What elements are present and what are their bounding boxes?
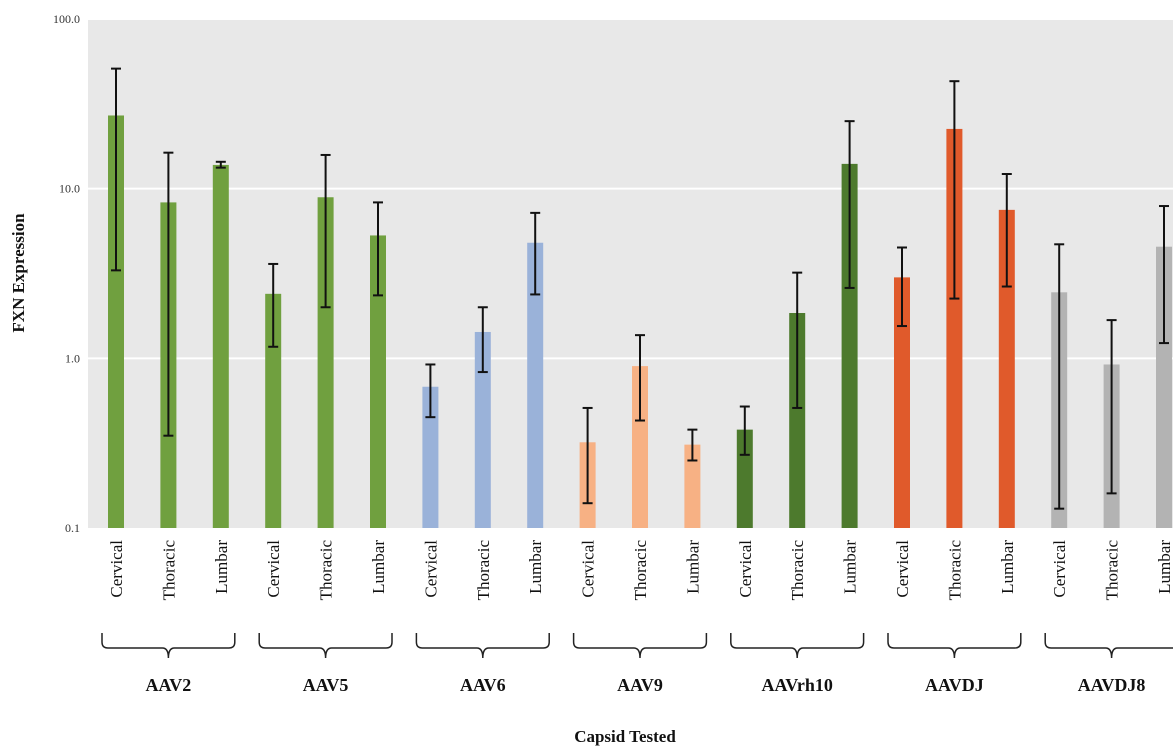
x-axis-title: Capsid Tested xyxy=(574,727,676,746)
error-bar xyxy=(530,211,541,296)
group-brackets: AAV2 AAV5 AAV6 AAV9 AAVrh10 AAVDJ AAVDJ8 xyxy=(101,633,1173,695)
error-bar xyxy=(320,153,331,309)
x-category-label: Cervical xyxy=(264,540,283,598)
bar-aavdj-thoracic xyxy=(946,128,963,529)
group-bracket xyxy=(887,633,1022,659)
y-axis-ticks: 0.1 1.0 10.0 100.0 xyxy=(53,12,80,535)
bar-aavdj-cervical xyxy=(894,277,910,528)
x-category-label: Thoracic xyxy=(159,540,178,601)
x-category-label: Cervical xyxy=(736,540,755,598)
error-bar xyxy=(844,120,855,289)
error-bar xyxy=(477,306,488,374)
group-label-aavdj: AAVDJ xyxy=(925,675,984,695)
bar-aav9-thoracic xyxy=(632,366,648,528)
x-category-label: Thoracic xyxy=(1103,540,1122,601)
x-category-label: Lumbar xyxy=(683,540,702,594)
error-bar xyxy=(897,246,907,328)
x-category-label: Cervical xyxy=(579,540,598,598)
x-category-label: Thoracic xyxy=(788,540,807,601)
group-label-aav5: AAV5 xyxy=(303,675,349,695)
bar-aav2-lumbar xyxy=(212,164,229,529)
y-tick-label: 100.0 xyxy=(53,12,80,26)
x-category-label: Cervical xyxy=(421,540,440,598)
group-label-aavrh10: AAVrh10 xyxy=(762,675,833,695)
error-bar xyxy=(949,80,960,300)
bar-aav6-cervical xyxy=(422,386,439,528)
group-bracket xyxy=(101,633,236,659)
y-tick-label: 1.0 xyxy=(65,351,80,365)
bar-aavrh10-lumbar xyxy=(841,163,858,529)
bar-aav5-thoracic xyxy=(317,197,334,529)
bar-aav6-thoracic xyxy=(474,331,491,528)
y-axis-title: FXN Expression xyxy=(9,213,28,333)
bar-aav5-cervical xyxy=(265,293,282,528)
x-category-label: Lumbar xyxy=(526,540,545,594)
bar-aav9-lumbar xyxy=(684,444,701,528)
error-bar xyxy=(687,428,698,462)
bar-aav5-lumbar xyxy=(370,235,386,528)
group-bracket xyxy=(572,633,708,659)
x-category-label: Lumbar xyxy=(998,540,1017,594)
x-category-label: Cervical xyxy=(1050,540,1069,598)
x-category-label: Thoracic xyxy=(317,540,336,601)
error-bar xyxy=(163,151,174,437)
x-category-label: Thoracic xyxy=(945,540,964,601)
group-bracket xyxy=(258,633,393,659)
group-label-aav6: AAV6 xyxy=(460,675,506,695)
bar-aav2-cervical xyxy=(108,115,124,529)
group-label-aav9: AAV9 xyxy=(617,675,663,695)
y-tick-label: 10.0 xyxy=(59,182,80,196)
error-bar xyxy=(373,201,383,297)
error-bar xyxy=(1159,205,1169,345)
error-bar xyxy=(1054,243,1065,510)
bar-aavdj8-lumbar xyxy=(1156,246,1172,528)
group-bracket xyxy=(1044,633,1173,659)
x-category-label: Lumbar xyxy=(212,540,231,594)
error-bar xyxy=(582,406,593,505)
group-label-aavdj8: AAVDJ8 xyxy=(1078,675,1146,695)
x-category-label: Lumbar xyxy=(1155,540,1173,594)
x-category-label: Cervical xyxy=(107,540,126,598)
x-category-label: Thoracic xyxy=(474,540,493,601)
group-bracket xyxy=(730,633,865,659)
error-bar xyxy=(739,405,750,456)
x-category-label: Lumbar xyxy=(369,540,388,594)
error-bar xyxy=(111,67,121,272)
x-category-label: Lumbar xyxy=(841,540,860,594)
bar-aav6-lumbar xyxy=(527,242,544,529)
error-bar xyxy=(635,334,645,422)
error-bar xyxy=(215,160,226,169)
error-bar xyxy=(1106,319,1117,495)
group-label-aav2: AAV2 xyxy=(146,675,192,695)
x-category-label: Cervical xyxy=(893,540,912,598)
error-bar xyxy=(268,262,279,348)
error-bar xyxy=(1001,173,1012,288)
y-tick-label: 0.1 xyxy=(65,521,80,535)
group-bracket xyxy=(415,633,550,659)
error-bar xyxy=(425,363,436,419)
x-axis-category-labels: Cervical Thoracic Lumbar Cervical Thoracic Lu… xyxy=(107,540,1173,601)
error-bars xyxy=(111,67,1169,510)
bar-aavdj-lumbar xyxy=(998,209,1015,528)
error-bar xyxy=(792,271,803,409)
x-category-label: Thoracic xyxy=(631,540,650,601)
bar-aavrh10-thoracic xyxy=(789,313,806,528)
